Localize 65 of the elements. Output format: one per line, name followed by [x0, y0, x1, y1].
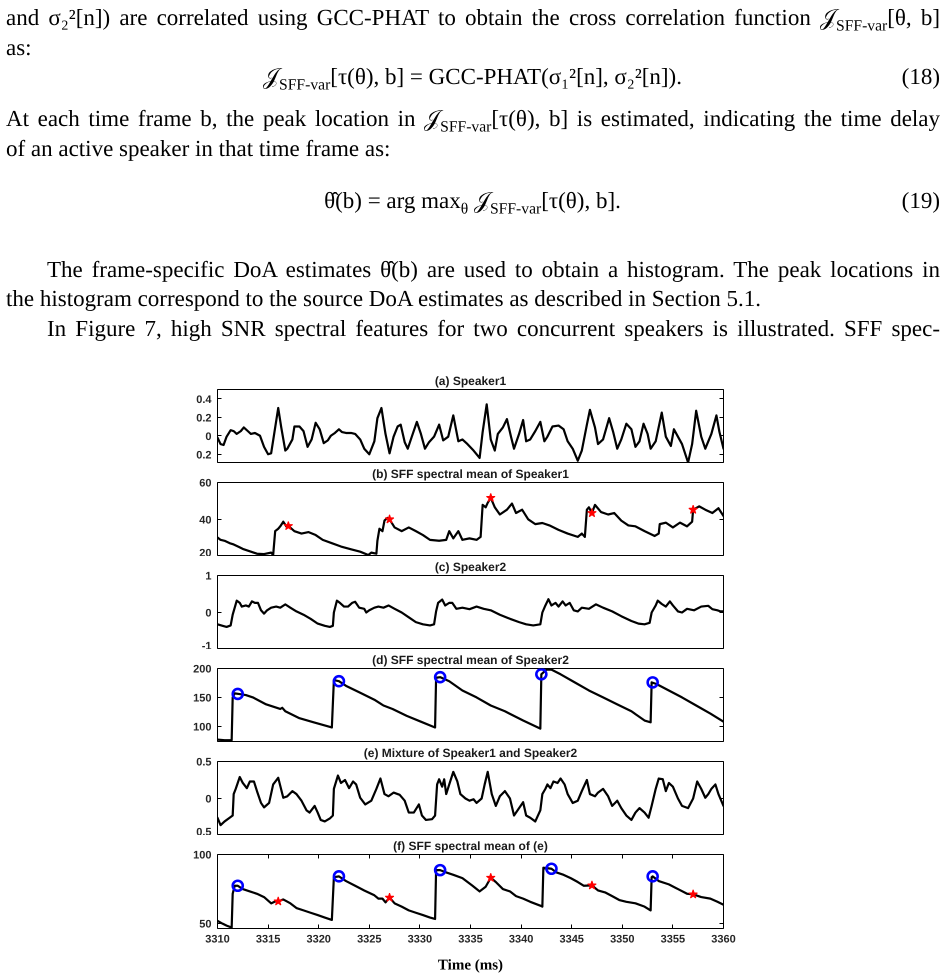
point: [231, 879, 244, 892]
text: θ̂(b) = arg max$_{θ}$ 𝒥$_{SFF-var}$[τ(θ), b].: [324, 188, 621, 218]
point: [587, 880, 597, 890]
point: [434, 670, 446, 684]
y-tick-label: 60: [199, 478, 212, 490]
text: In Figure 7, high SNR spectral features for two concurrent speakers is illustrated. SFF spec-: [46, 315, 940, 343]
text: 𝒥$_{SFF-var}$[τ(θ), b] = GCC-PHAT(σ₁²[n], σ₂²[n]).: [263, 64, 682, 94]
point: [587, 508, 597, 518]
y-tick-label: 50: [199, 918, 212, 931]
point: [384, 892, 394, 902]
x-tick-label: 3320: [306, 934, 331, 946]
point: [688, 889, 698, 898]
point: [332, 674, 346, 688]
y-tick-label: 0.4: [196, 394, 212, 406]
chart-title: (d) SFF spectral mean of Speaker2: [372, 653, 570, 667]
text: as:: [6, 34, 32, 62]
x-tick-label: 3315: [256, 934, 280, 946]
y-tick-label: 0: [205, 794, 212, 806]
point: [545, 862, 558, 876]
point: [332, 870, 346, 883]
x-tick-label: 3340: [508, 934, 534, 946]
point: [486, 492, 496, 502]
point: [535, 668, 548, 681]
line-series: [218, 668, 724, 742]
x-tick-label: 3355: [660, 934, 686, 946]
x-tick-label: 3335: [458, 934, 483, 946]
y-tick-label: 100: [193, 721, 212, 734]
y-tick-label: 150: [193, 692, 212, 704]
point: [646, 870, 659, 883]
x-tick-label: 3330: [408, 934, 432, 946]
chart-title: (a) Speaker1: [434, 374, 507, 388]
point: [486, 872, 496, 882]
y-tick-label: 0.2: [196, 412, 212, 424]
y-tick-label: 0: [205, 430, 212, 443]
y-tick-label: 0.5: [196, 756, 212, 768]
x-tick-label: 3360: [711, 934, 736, 946]
y-tick-label: 40: [199, 514, 212, 526]
point: [384, 514, 394, 524]
chart-title: (f) SFF spectral mean of (e): [393, 839, 548, 853]
point: [231, 688, 244, 700]
text: (19): [902, 187, 940, 215]
x-axis-title: Time (ms): [438, 958, 504, 974]
y-tick-label: 100: [193, 850, 212, 862]
text: of an active speaker in that time frame as:: [6, 135, 390, 163]
point: [646, 676, 659, 689]
y-tick-label: 1: [205, 570, 212, 582]
point: [284, 520, 294, 530]
text: The frame-specific DoA estimates θ̂(b) are used to obtain a histogram. The peak locations in: [46, 256, 940, 284]
y-tick-label: 200: [193, 664, 212, 676]
point: [434, 864, 446, 876]
point: [273, 896, 283, 906]
x-tick-label: 3325: [357, 934, 382, 946]
point: [688, 504, 698, 514]
text: the histogram correspond to the source DoA estimates as described in Section 5.1.: [6, 285, 761, 313]
text: and σ₂²[n]) are correlated using GCC-PHAT to obtain the cross correlation function 𝒥$_{SFF-var}$[θ, b]: [6, 4, 940, 34]
chart-title: (b) SFF spectral mean of Speaker1: [372, 467, 570, 481]
text: At each time frame b, the peak location in 𝒥$_{SFF-var}$[τ(θ), b] is estimated, indicating the time delay: [6, 105, 940, 136]
x-tick-label: 3350: [610, 934, 635, 946]
y-tick-label: 0: [205, 608, 212, 620]
chart-title: (e) Mixture of Speaker1 and Speaker2: [364, 746, 578, 760]
x-tick-label: 3310: [205, 934, 230, 946]
x-tick-label: 3345: [559, 934, 584, 946]
chart-title: (c) Speaker2: [434, 560, 507, 574]
y-tick-label: 0.2: [196, 449, 212, 462]
text: (18): [902, 63, 940, 91]
